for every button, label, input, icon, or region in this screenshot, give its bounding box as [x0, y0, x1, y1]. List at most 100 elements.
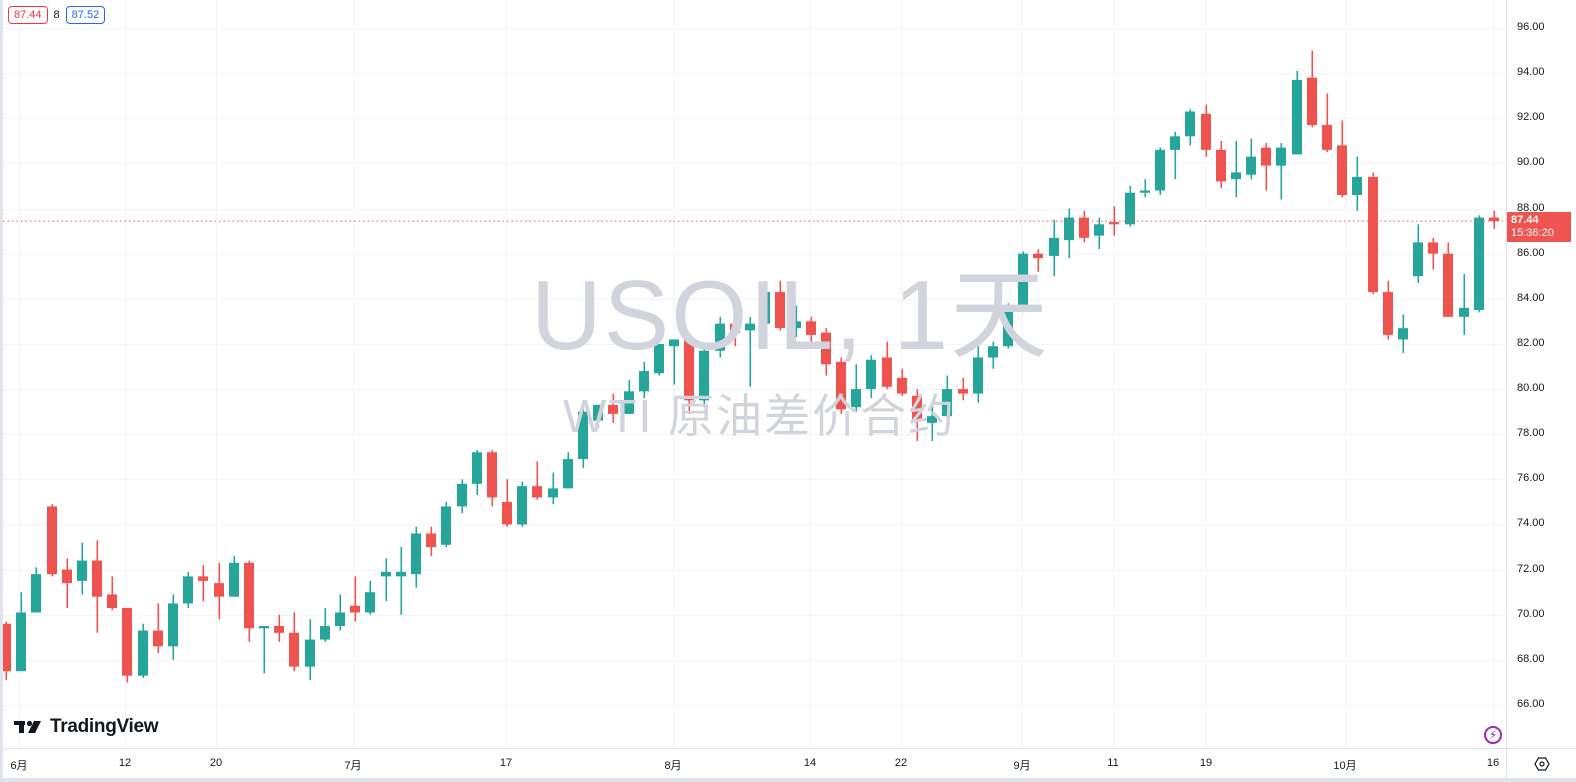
candle	[487, 450, 497, 507]
price-tick-label: 96.00	[1517, 21, 1545, 33]
candle	[1428, 237, 1438, 270]
candle	[563, 452, 573, 489]
time-tick-label: 8月	[664, 760, 682, 772]
buy-price-button[interactable]: 87.52	[65, 6, 106, 24]
candle	[608, 393, 618, 423]
price-tick-label: 94.00	[1517, 66, 1545, 79]
candle	[229, 556, 239, 597]
candle	[107, 576, 117, 611]
candle	[532, 461, 542, 500]
candle	[715, 316, 725, 358]
candle	[259, 626, 269, 674]
price-tick-label: 80.00	[1517, 382, 1545, 395]
candle	[1155, 147, 1165, 195]
candle	[214, 562, 224, 620]
lightning-icon[interactable]: ⚡	[1484, 726, 1502, 744]
price-tick-label: 84.00	[1517, 291, 1545, 304]
candle	[62, 558, 72, 608]
candle	[411, 526, 421, 588]
candle	[1368, 172, 1378, 295]
candle	[335, 594, 345, 631]
price-axis[interactable]: 96.00 94.00 92.00 90.00 88.00 86.00 84.00 82.00…	[1506, 0, 1576, 748]
candle	[183, 571, 193, 608]
bar-countdown: 15:36:20	[1511, 227, 1554, 240]
candle	[1292, 70, 1302, 155]
candle	[1322, 93, 1332, 153]
time-tick-label: 14	[803, 757, 817, 769]
candle	[1003, 303, 1013, 349]
candle	[426, 526, 436, 557]
price-tick-label: 66.00	[1517, 698, 1545, 710]
price-tick-label: 92.00	[1517, 111, 1545, 124]
price-tick-label: 72.00	[1517, 562, 1545, 575]
price-tick-label: 70.00	[1517, 607, 1545, 620]
chart-pane[interactable]: USOIL, 1天 WTI 原油差价合约	[3, 0, 1506, 748]
candle	[31, 567, 41, 613]
candle	[1201, 104, 1211, 157]
candle	[1398, 314, 1408, 353]
sell-price-button[interactable]: 87.44	[8, 6, 48, 24]
candle	[1459, 273, 1469, 335]
settings-hexagon-icon	[1534, 757, 1550, 771]
candle	[289, 612, 299, 672]
candle	[396, 547, 406, 615]
candle	[1231, 140, 1241, 198]
candle	[92, 540, 102, 633]
candle	[1246, 138, 1256, 180]
price-tick-label: 88.00	[1517, 201, 1545, 214]
quote-panel: 87.44 8 87.52	[8, 6, 106, 24]
price-tick-label: 76.00	[1517, 472, 1545, 485]
candle	[882, 341, 892, 390]
candle	[806, 316, 816, 344]
tradingview-logo-icon	[14, 720, 41, 733]
candle	[578, 407, 588, 469]
chart-settings-button[interactable]	[1506, 748, 1576, 779]
candlestick-chart[interactable]	[3, 0, 1506, 748]
candle	[1079, 210, 1089, 243]
candle	[912, 389, 922, 441]
candle	[1018, 251, 1028, 308]
candle	[1337, 120, 1347, 198]
tradingview-logo[interactable]: TradingView	[14, 716, 159, 738]
candle	[851, 364, 861, 412]
candle	[1033, 249, 1043, 272]
candle	[168, 594, 178, 660]
candle	[745, 316, 755, 387]
candle	[1261, 143, 1271, 191]
candle	[381, 558, 391, 602]
candle	[1443, 242, 1453, 317]
candle	[502, 479, 512, 527]
candle	[122, 607, 132, 683]
time-axis[interactable]: 6月 12 20 7月 17 8月 14 22 9月 11 19 10月 16	[3, 748, 1506, 779]
candle	[958, 377, 968, 401]
price-tick-label: 74.00	[1517, 517, 1545, 530]
candle	[654, 343, 664, 376]
candle	[1185, 109, 1195, 146]
candle	[897, 368, 907, 396]
candle	[3, 621, 11, 681]
candle	[1125, 185, 1135, 227]
candle	[138, 623, 148, 678]
price-tick-label: 78.00	[1517, 427, 1545, 440]
time-tick-label: 7月	[344, 760, 362, 772]
candle	[973, 346, 983, 403]
candle	[1307, 50, 1317, 128]
candle	[1140, 179, 1150, 198]
candle	[624, 380, 634, 414]
candle	[669, 339, 679, 385]
left-edge	[0, 0, 3, 782]
time-tick-label: 22	[894, 757, 908, 769]
candle	[365, 580, 375, 615]
candle	[274, 614, 284, 642]
candle	[988, 341, 998, 369]
candle	[1216, 140, 1226, 189]
candle	[457, 479, 467, 514]
candle	[836, 357, 846, 414]
time-tick-label: 20	[209, 757, 223, 769]
candle	[517, 481, 527, 527]
time-tick-label: 6月	[10, 760, 28, 772]
candle	[639, 361, 649, 399]
candle	[1064, 208, 1074, 259]
candle	[1109, 206, 1119, 236]
last-price-value: 87.44	[1511, 214, 1539, 227]
